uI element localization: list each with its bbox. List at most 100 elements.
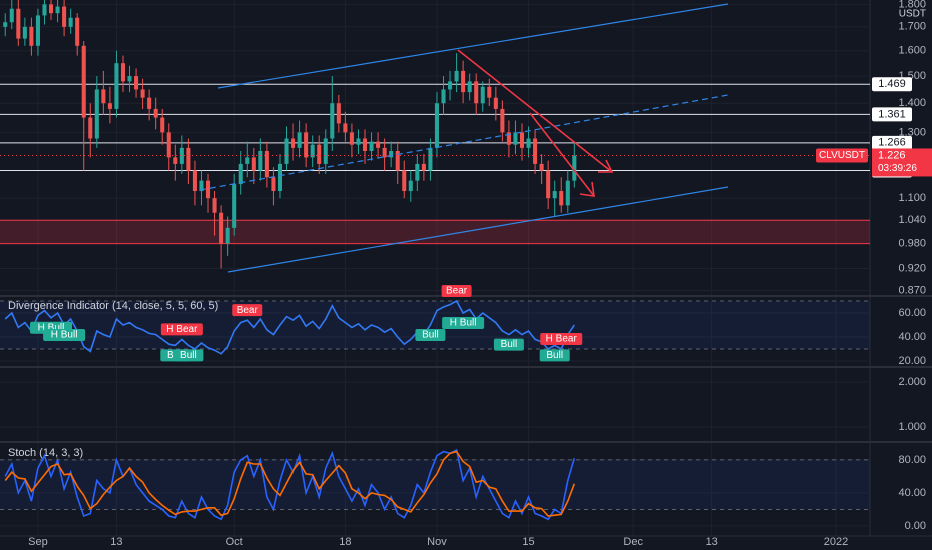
candle-body xyxy=(284,138,289,164)
candle-body xyxy=(173,157,178,164)
x-tick-label: 2022 xyxy=(824,536,848,548)
y-tick-label: 1.300 xyxy=(898,126,926,138)
candle-body xyxy=(539,163,544,171)
divergence-label: H Bull xyxy=(450,318,477,329)
divergence-label-box xyxy=(160,323,203,336)
candle-body xyxy=(461,70,466,93)
x-tick-label: Nov xyxy=(427,536,447,548)
y-tick-label: 0.00 xyxy=(905,520,926,532)
y-tick-label: 40.00 xyxy=(898,331,926,343)
level-label-box xyxy=(872,107,912,122)
candle-body xyxy=(107,103,112,109)
divergence-label: Bull xyxy=(180,350,197,361)
trend-arrow xyxy=(529,112,595,197)
candle-body xyxy=(277,163,282,192)
candle-body xyxy=(454,70,459,82)
candle-body xyxy=(408,180,413,192)
divergence-label-box xyxy=(441,284,472,297)
divergence-label: Bear xyxy=(446,286,468,297)
candle-body xyxy=(493,97,498,109)
candle-body xyxy=(147,97,152,109)
candle-body xyxy=(546,170,551,199)
candle-body xyxy=(349,132,354,145)
candle-body xyxy=(245,157,250,164)
channel-bottom xyxy=(227,186,729,273)
candle-body xyxy=(533,138,538,164)
y-tick-label: 0.920 xyxy=(898,262,926,274)
arrow-head xyxy=(598,159,614,173)
divergence-label-box xyxy=(442,316,485,329)
candle-body xyxy=(16,8,21,39)
x-tick-label: 13 xyxy=(706,536,718,548)
candle-body xyxy=(382,147,387,158)
symbol-box xyxy=(816,148,868,163)
candle-body xyxy=(304,132,309,158)
candle-body xyxy=(467,81,472,93)
candle-body xyxy=(186,147,191,171)
candle-body xyxy=(330,103,335,139)
y-tick-label: 2.000 xyxy=(898,376,926,388)
candle-body xyxy=(68,17,73,27)
candle-body xyxy=(291,138,296,148)
y-tick-label: 1.000 xyxy=(898,421,926,433)
x-tick-label: Sep xyxy=(28,536,48,548)
x-tick-label: Dec xyxy=(623,536,643,548)
candle-body xyxy=(81,45,86,118)
divergence-label-box xyxy=(540,332,583,345)
candle-body xyxy=(572,155,577,181)
candle-body xyxy=(205,180,211,199)
divergence-label: H Bear xyxy=(546,334,578,345)
divergence-label-box xyxy=(539,349,570,362)
y-tick-label: 60.00 xyxy=(898,307,926,319)
divergence-label: Bear xyxy=(237,305,259,316)
y-tick-label: 20.00 xyxy=(898,355,926,367)
series-line xyxy=(4,299,575,355)
candle-body xyxy=(434,103,439,148)
candle-body xyxy=(415,163,420,181)
divergence-label: Bull xyxy=(501,339,518,350)
candle-body xyxy=(362,138,368,152)
candle-body xyxy=(48,4,54,14)
candle-body xyxy=(343,123,348,133)
symbol-label: CLVUSDT xyxy=(819,150,865,161)
divergence-label-box xyxy=(415,328,446,341)
y-tick-label: 1.800 xyxy=(898,0,926,10)
candle-body xyxy=(225,227,230,244)
series-line xyxy=(4,450,576,517)
candle-body xyxy=(565,180,570,206)
candle-body xyxy=(336,103,341,124)
y-tick-label: 40.00 xyxy=(898,487,926,499)
support-zone xyxy=(0,220,870,244)
candle-body xyxy=(232,184,237,228)
candle-body xyxy=(212,198,217,213)
candle-body xyxy=(127,76,132,82)
candle-body xyxy=(487,86,492,98)
x-tick-label: 18 xyxy=(339,536,351,548)
trend-arrow xyxy=(457,49,613,173)
pane-title: Divergence Indicator (14, close, 5, 5, 6… xyxy=(8,300,218,312)
candle-body xyxy=(506,132,511,145)
candle-body xyxy=(356,138,361,145)
candle-body xyxy=(29,26,34,46)
candle-body xyxy=(153,108,158,118)
candle-body xyxy=(519,132,525,148)
candle-body xyxy=(402,170,407,192)
drawings xyxy=(199,3,729,273)
level-label-box xyxy=(872,135,912,150)
candle-body xyxy=(474,81,479,104)
x-tick-label: 15 xyxy=(522,536,534,548)
divergence-label: H Bull xyxy=(38,322,65,333)
y-tick-label: 1.600 xyxy=(898,45,926,57)
candle-body xyxy=(448,81,453,90)
candle-body xyxy=(480,86,485,104)
candle-body xyxy=(120,63,126,82)
candle-body xyxy=(75,17,80,46)
x-tick-label: 13 xyxy=(110,536,122,548)
candle-body xyxy=(114,63,119,109)
y-tick-label: 0.870 xyxy=(898,284,926,296)
candle-body xyxy=(513,132,518,145)
candle-body xyxy=(258,151,263,171)
